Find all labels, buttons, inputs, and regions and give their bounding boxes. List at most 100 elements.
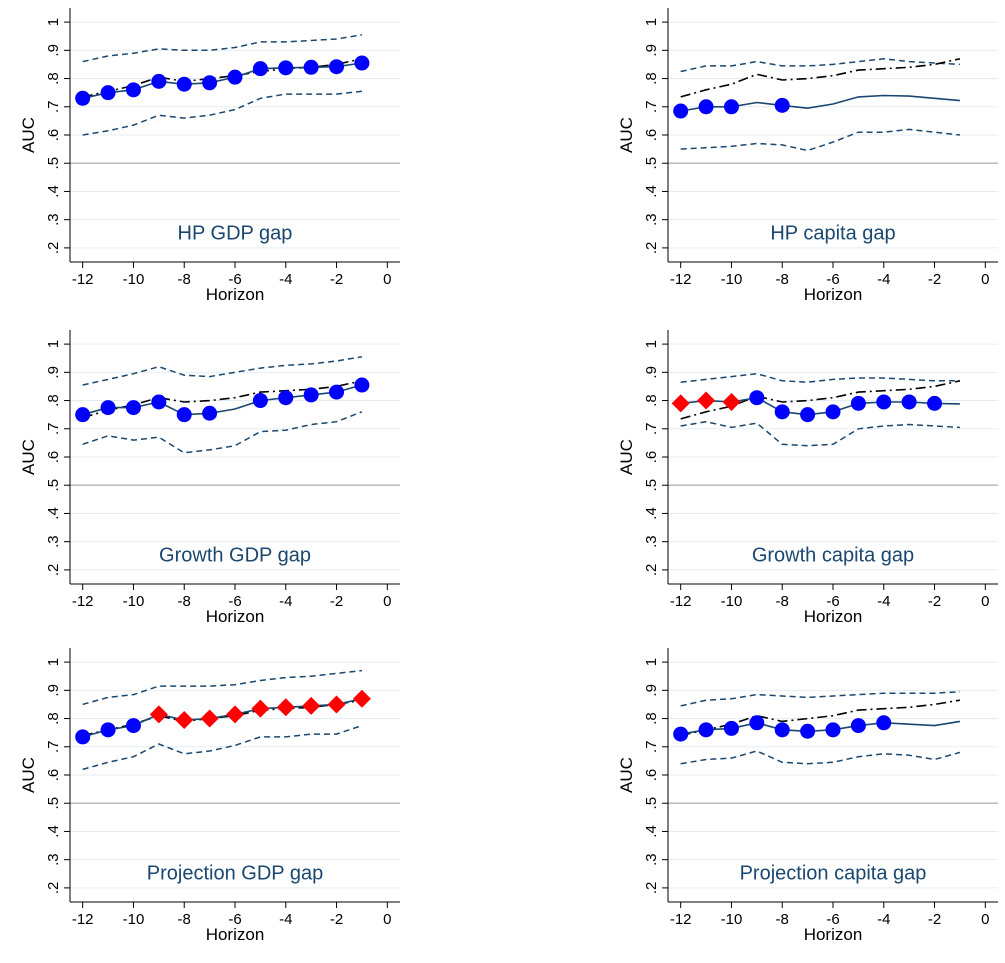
x-tick-label: -4 [279,911,292,928]
chart-svg: .2 .3 .4 .5 .6 .7 .8 .9 1 AUC -12 -10 -8 -6 -4 -2 0 Horiz… [617,648,998,944]
x-tick-label: -4 [877,911,890,928]
ci-upper-line [680,372,960,383]
data-point [75,407,91,423]
y-axis-label: AUC [617,117,636,153]
x-tick-label: -2 [330,911,343,928]
y-tick-label: .6 [643,769,660,782]
y-tick-label: .8 [45,72,62,85]
data-point-diamond [697,391,716,410]
y-tick-label: .4 [45,825,62,838]
data-point [75,90,91,106]
x-axis-label: Horizon [206,285,265,304]
x-tick-label: -12 [670,911,692,928]
x-tick-label: -6 [228,593,241,610]
x-tick-label: -6 [826,271,839,288]
data-point [774,97,790,113]
data-point [901,394,917,410]
y-tick-label: .5 [643,157,660,170]
y-tick-label: .7 [643,101,660,114]
data-point [850,718,866,734]
y-axis-label: AUC [19,757,38,793]
y-tick-label: .9 [45,44,62,57]
chart-title: Growth capita gap [752,544,914,566]
x-tick-label: -2 [928,911,941,928]
x-axis-label: Horizon [206,925,265,944]
x-tick-label: -12 [670,593,692,610]
data-point [850,395,866,411]
data-point [927,395,943,411]
x-tick-label: -4 [279,593,292,610]
data-point-diamond [722,392,741,411]
x-tick-label: 0 [383,593,391,610]
data-point [176,407,192,423]
x-tick-label: -10 [721,271,743,288]
y-tick-label: .2 [643,564,660,577]
chart-panel-1: .2 .3 .4 .5 .6 .7 .8 .9 1 AUC -12 -10 -8 -6 -4 -2 0 Horiz… [0,0,407,318]
chart-panel-3: .2 .3 .4 .5 .6 .7 .8 .9 1 AUC -12 -10 -8 -6 -4 -2 0 Horiz… [0,322,407,640]
y-tick-label: .8 [45,712,62,725]
chart-title: Projection capita gap [740,862,927,884]
x-tick-label: -8 [178,593,191,610]
data-point [176,76,192,92]
x-tick-label: -10 [123,593,145,610]
x-tick-label: -6 [228,271,241,288]
x-tick-label: 0 [981,271,989,288]
chart-title: Projection GDP gap [147,862,323,884]
y-tick-label: .7 [45,423,62,436]
y-tick-label: .8 [643,394,660,407]
data-point [329,384,345,400]
series-line [82,62,363,100]
y-tick-label: .9 [45,684,62,697]
series-line [680,94,960,112]
data-point [125,82,141,98]
ci-lower-line [82,90,362,136]
y-axis-label: AUC [19,117,38,153]
data-point [673,726,689,742]
y-tick-label: .2 [643,882,660,895]
y-tick-label: .2 [643,242,660,255]
data-point [774,722,790,738]
ci-upper-line [82,356,363,386]
data-point-diamond [149,705,168,724]
ci-lower-line [680,420,960,447]
x-tick-label: -10 [123,271,145,288]
y-tick-label: .7 [643,423,660,436]
x-tick-label: -2 [330,593,343,610]
ci-lower-line [680,750,961,765]
y-tick-label: .8 [643,72,660,85]
data-point-diamond [352,689,371,708]
data-point [100,85,116,101]
data-point [100,722,116,738]
chart-svg: .2 .3 .4 .5 .6 .7 .8 .9 1 AUC -12 -10 -8 -6 -4 -2 0 Horiz… [19,8,400,304]
data-point [278,60,294,76]
data-point [202,75,218,91]
chart-svg: .2 .3 .4 .5 .6 .7 .8 .9 1 AUC -12 -10 -8 -6 -4 -2 0 Horiz… [617,330,998,626]
y-tick-label: .4 [643,185,660,198]
x-tick-label: -8 [776,271,789,288]
y-tick-label: .5 [45,479,62,492]
data-point [698,99,714,115]
y-tick-label: .6 [45,769,62,782]
y-tick-label: .8 [45,394,62,407]
data-point [252,393,268,409]
x-tick-label: 0 [383,271,391,288]
data-point [698,722,714,738]
x-tick-label: -6 [826,593,839,610]
y-tick-label: 1 [45,658,62,666]
y-axis-label: AUC [617,439,636,475]
y-tick-label: 1 [643,658,660,666]
data-point [125,400,141,416]
data-point [749,715,765,731]
y-tick-label: 1 [45,340,62,348]
ci-lower-line [680,128,960,152]
data-point [825,404,841,420]
x-axis-label: Horizon [804,925,863,944]
y-tick-label: .4 [45,507,62,520]
y-tick-label: .9 [643,684,660,697]
data-point [774,404,790,420]
x-tick-label: -2 [928,593,941,610]
y-tick-label: .9 [45,366,62,379]
data-point [75,729,91,745]
ci-lower-line [82,724,363,771]
series-line [680,720,961,735]
